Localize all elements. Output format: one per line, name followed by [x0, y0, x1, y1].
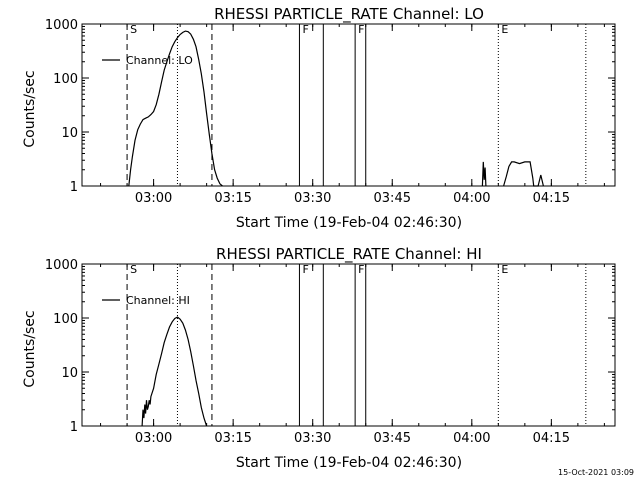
series-line — [128, 30, 223, 187]
x-tick-label: 03:15 — [214, 431, 251, 446]
y-tick-label: 10 — [61, 126, 78, 141]
chart-title: RHESSI PARTICLE_RATE Channel: HI — [216, 245, 482, 264]
plot-area: 03:00 03:15 03:30 03:45 04:00 04:15 1 10 100 1000… — [45, 258, 616, 446]
event-marker-label: F — [302, 263, 308, 276]
y-axis-label: Counts/sec — [22, 310, 38, 387]
event-marker-label: S — [130, 263, 137, 276]
y-tick-label: 100 — [53, 72, 78, 87]
x-tick-label: 03:00 — [135, 191, 172, 206]
x-tick-label: 03:15 — [214, 191, 251, 206]
chart-panel-lo: RHESSI PARTICLE_RATE Channel: LO Start T… — [22, 5, 616, 231]
y-tick-label: 1000 — [45, 258, 78, 273]
x-tick-label: 04:00 — [453, 431, 490, 446]
x-tick-label: 03:00 — [135, 431, 172, 446]
series-burst-line — [481, 161, 487, 187]
x-tick-label: 04:15 — [533, 191, 570, 206]
event-marker-label: F — [302, 23, 308, 36]
legend-label: Channel: LO — [126, 54, 193, 67]
plot-frame — [81, 263, 616, 427]
plot-frame — [81, 23, 616, 187]
footer-timestamp: 15-Oct-2021 03:09 — [558, 468, 634, 477]
x-tick-label: 03:30 — [294, 191, 331, 206]
y-tick-label: 100 — [53, 312, 78, 327]
x-axis-label: Start Time (19-Feb-04 02:46:30) — [236, 215, 462, 231]
event-marker-label: E — [501, 23, 508, 36]
y-tick-label: 1 — [70, 180, 78, 195]
chart-title: RHESSI PARTICLE_RATE Channel: LO — [214, 5, 484, 24]
x-tick-label: 03:45 — [374, 191, 411, 206]
x-tick-label: 03:45 — [374, 431, 411, 446]
event-marker-label: E — [501, 263, 508, 276]
x-axis-label: Start Time (19-Feb-04 02:46:30) — [236, 455, 462, 471]
series-line — [141, 316, 208, 427]
series-burst-line — [503, 161, 544, 187]
x-tick-label: 04:15 — [533, 431, 570, 446]
chart-panel-hi: RHESSI PARTICLE_RATE Channel: HI Start T… — [22, 245, 616, 471]
x-tick-label: 04:00 — [453, 191, 490, 206]
y-tick-label: 1000 — [45, 18, 78, 33]
y-tick-label: 10 — [61, 366, 78, 381]
event-marker-label: S — [130, 23, 137, 36]
plot-area: 03:00 03:15 03:30 03:45 04:00 04:15 1 10 100 1000… — [45, 18, 616, 206]
event-marker-label: F — [358, 23, 364, 36]
legend-label: Channel: HI — [126, 294, 190, 307]
event-marker-label: F — [358, 263, 364, 276]
x-tick-label: 03:30 — [294, 431, 331, 446]
y-tick-label: 1 — [70, 420, 78, 435]
y-axis-label: Counts/sec — [22, 70, 38, 147]
